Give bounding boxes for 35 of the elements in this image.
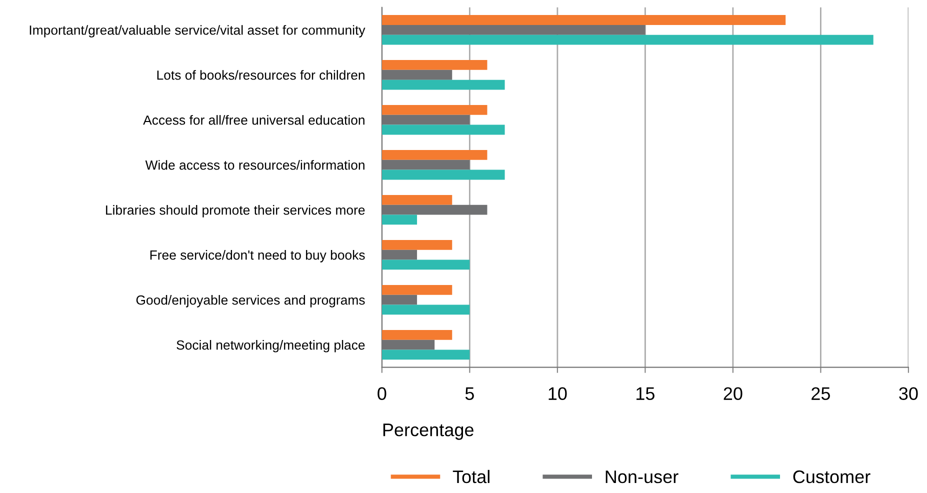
x-tick-label: 10 [548, 387, 567, 400]
x-tick-label: 30 [899, 387, 918, 400]
y-tick-label: Important/great/valuable service/vital asset for community [30, 25, 366, 38]
y-tick-label: Free service/don't need to buy books [150, 250, 365, 262]
x-tick-label: 15 [636, 387, 654, 400]
bar [382, 214, 418, 225]
bar [382, 240, 452, 250]
bar [382, 330, 452, 340]
y-tick-label: Access for all/free universal education [143, 115, 364, 125]
bar [382, 15, 786, 25]
x-tick-label: 0 [378, 387, 386, 400]
bar [382, 34, 874, 45]
y-tick-label: Libraries should promote their services more [106, 205, 365, 218]
bar [382, 105, 488, 115]
y-tick-label: Good/enjoyable services and programs [136, 295, 365, 308]
legend-label: Customer [793, 470, 870, 484]
y-tick-label: Wide access to resources/information [145, 160, 364, 170]
bar [382, 150, 488, 160]
bar [382, 194, 452, 205]
x-axis-title: Percentage [383, 424, 474, 440]
bar [382, 304, 470, 315]
legend-label: Non-user [606, 470, 678, 484]
legend-label: Total [452, 470, 490, 484]
bar [382, 350, 470, 360]
bar [382, 80, 505, 90]
bar [382, 284, 452, 295]
x-tick-label: 20 [724, 387, 742, 400]
x-tick-label: 25 [812, 387, 830, 400]
bar [382, 170, 505, 180]
bar [382, 260, 470, 270]
y-tick-label: Lots of books/resources for children [157, 70, 364, 80]
y-tick-label: Social networking/meeting place [176, 340, 365, 352]
x-tick-label: 5 [465, 387, 474, 400]
bar [382, 60, 488, 70]
bar [382, 124, 505, 135]
